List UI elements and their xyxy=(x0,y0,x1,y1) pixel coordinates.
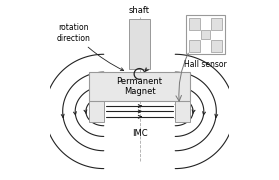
Text: Hall sensor: Hall sensor xyxy=(184,60,227,69)
Bar xyxy=(129,19,150,69)
Bar xyxy=(211,40,222,51)
Text: IMC: IMC xyxy=(132,129,147,138)
Bar xyxy=(90,101,104,122)
Bar xyxy=(189,40,201,51)
Text: Permanent
Magnet: Permanent Magnet xyxy=(117,77,162,96)
Bar xyxy=(175,101,189,122)
Bar xyxy=(186,15,225,54)
Bar xyxy=(201,30,210,39)
Bar xyxy=(189,18,201,30)
Text: shaft: shaft xyxy=(129,6,150,15)
Bar xyxy=(90,72,189,101)
Text: rotation
direction: rotation direction xyxy=(56,23,124,71)
Bar xyxy=(211,18,222,30)
